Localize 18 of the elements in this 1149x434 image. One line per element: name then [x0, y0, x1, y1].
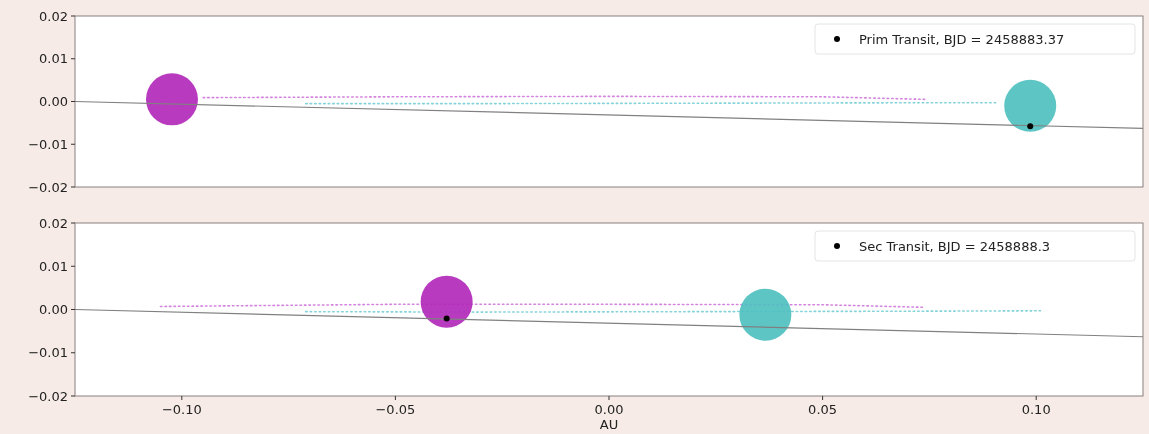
x-axis-title: AU	[599, 417, 619, 432]
x-tick-label: −0.05	[375, 402, 416, 417]
y-tick-label: −0.01	[28, 345, 68, 361]
x-tick-label: 0.05	[808, 402, 838, 417]
legend-label: Prim Transit, BJD = 2458883.37	[859, 31, 1065, 47]
y-tick-label: −0.02	[28, 179, 68, 195]
y-tick-label: 0.01	[39, 258, 68, 274]
x-tick-label: 0.10	[1021, 402, 1051, 417]
y-tick-label: 0.02	[39, 215, 68, 231]
y-tick-label: 0.00	[39, 302, 68, 318]
legend-label: Sec Transit, BJD = 2458888.3	[859, 238, 1051, 254]
y-tick-label: −0.02	[28, 388, 68, 404]
y-tick-label: −0.01	[28, 136, 68, 152]
y-tick-label: 0.02	[39, 8, 68, 24]
y-tick-label: 0.00	[39, 94, 68, 110]
y-tick-label: 0.01	[39, 51, 68, 67]
x-tick-label: 0.00	[594, 402, 624, 417]
x-tick-label: −0.10	[161, 402, 202, 417]
